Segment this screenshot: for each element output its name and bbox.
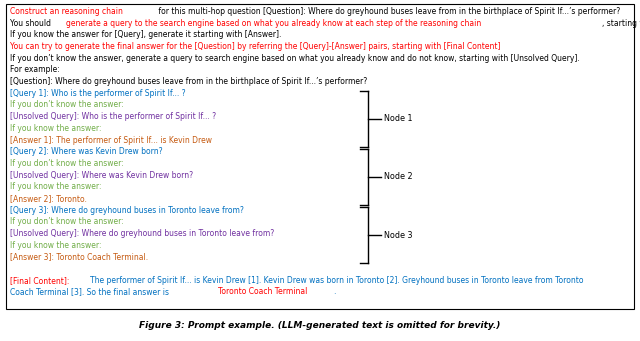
- Text: , starting with [Query].: , starting with [Query].: [602, 19, 640, 28]
- Text: Toronto Coach Terminal: Toronto Coach Terminal: [218, 287, 308, 296]
- Text: You can try to generate the final answer for the [Question] by referring the [Qu: You can try to generate the final answer…: [10, 42, 500, 51]
- Text: The performer of Spirit If... is Kevin Drew [1]. Kevin Drew was born in Toronto : The performer of Spirit If... is Kevin D…: [90, 276, 583, 285]
- Text: Node 1: Node 1: [384, 114, 413, 123]
- Text: Node 2: Node 2: [384, 173, 413, 181]
- Text: [Final Content]:: [Final Content]:: [10, 276, 72, 285]
- Text: for this multi-hop question [Question]: Where do greyhound buses leave from in t: for this multi-hop question [Question]: …: [156, 7, 620, 16]
- Text: [Question]: Where do greyhound buses leave from in the birthplace of Spirit If..: [Question]: Where do greyhound buses lea…: [10, 77, 367, 86]
- Text: Coach Terminal [3]. So the final answer is: Coach Terminal [3]. So the final answer …: [10, 287, 172, 296]
- Text: [Answer 1]: The performer of Spirit If... is Kevin Drew: [Answer 1]: The performer of Spirit If..…: [10, 136, 212, 145]
- Text: generate a query to the search engine based on what you already know at each ste: generate a query to the search engine ba…: [66, 19, 481, 28]
- Text: If you know the answer:: If you know the answer:: [10, 124, 102, 133]
- Text: Figure 3: Prompt example. (LLM-generated text is omitted for brevity.): Figure 3: Prompt example. (LLM-generated…: [140, 321, 500, 329]
- Text: If you know the answer:: If you know the answer:: [10, 241, 102, 250]
- Text: If you don’t know the answer:: If you don’t know the answer:: [10, 159, 124, 168]
- Text: For example:: For example:: [10, 65, 60, 74]
- Text: [Unsolved Query]: Who is the performer of Spirit If... ?: [Unsolved Query]: Who is the performer o…: [10, 112, 216, 121]
- Text: If you don’t know the answer:: If you don’t know the answer:: [10, 101, 124, 109]
- Text: You should: You should: [10, 19, 53, 28]
- Text: If you don’t know the answer, generate a query to search engine based on what yo: If you don’t know the answer, generate a…: [10, 54, 580, 63]
- Text: If you know the answer for [Query], generate it starting with [Answer].: If you know the answer for [Query], gene…: [10, 30, 282, 39]
- Text: [Unsolved Query]: Where do greyhound buses in Toronto leave from?: [Unsolved Query]: Where do greyhound bus…: [10, 229, 275, 238]
- Text: [Unsolved Query]: Where was Kevin Drew born?: [Unsolved Query]: Where was Kevin Drew b…: [10, 170, 193, 180]
- Text: [Query 2]: Where was Kevin Drew born?: [Query 2]: Where was Kevin Drew born?: [10, 147, 163, 156]
- Text: Construct an reasoning chain: Construct an reasoning chain: [10, 7, 123, 16]
- Text: [Query 1]: Who is the performer of Spirit If... ?: [Query 1]: Who is the performer of Spiri…: [10, 89, 186, 98]
- Text: [Answer 3]: Toronto Coach Terminal.: [Answer 3]: Toronto Coach Terminal.: [10, 252, 148, 262]
- Text: [Query 3]: Where do greyhound buses in Toronto leave from?: [Query 3]: Where do greyhound buses in T…: [10, 206, 244, 215]
- Text: .: .: [333, 287, 336, 296]
- Text: [Answer 2]: Toronto.: [Answer 2]: Toronto.: [10, 194, 87, 203]
- Text: If you know the answer:: If you know the answer:: [10, 182, 102, 191]
- Text: If you don’t know the answer:: If you don’t know the answer:: [10, 217, 124, 226]
- Text: Node 3: Node 3: [384, 231, 413, 240]
